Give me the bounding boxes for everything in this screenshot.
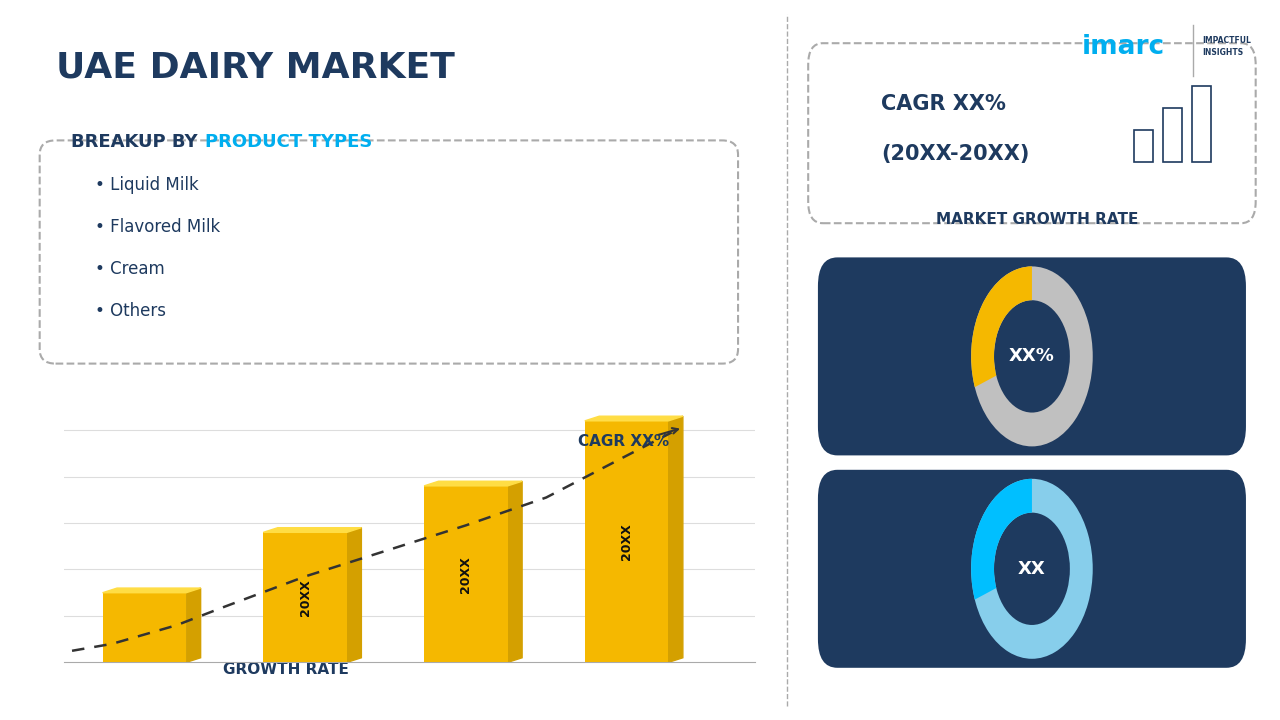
Text: • Cream: • Cream: [95, 260, 165, 278]
Polygon shape: [585, 416, 682, 421]
Text: XX: XX: [1018, 560, 1046, 577]
Bar: [424, 486, 508, 662]
FancyBboxPatch shape: [818, 257, 1245, 455]
Text: IMPACTFUL
INSIGHTS: IMPACTFUL INSIGHTS: [1202, 37, 1251, 57]
Text: LARGEST MARKET: LARGEST MARKET: [955, 649, 1108, 665]
Bar: [264, 532, 347, 662]
Text: BREAKUP BY: BREAKUP BY: [72, 133, 205, 151]
FancyBboxPatch shape: [40, 140, 739, 364]
Text: • Liquid Milk: • Liquid Milk: [95, 176, 198, 194]
Polygon shape: [668, 416, 682, 662]
Polygon shape: [186, 588, 201, 662]
Polygon shape: [264, 528, 361, 532]
FancyBboxPatch shape: [808, 43, 1256, 223]
Polygon shape: [102, 588, 201, 593]
Wedge shape: [972, 266, 1032, 387]
Text: 20XX: 20XX: [620, 523, 634, 560]
Polygon shape: [424, 481, 522, 486]
Text: PRODUCT TYPES: PRODUCT TYPES: [205, 133, 372, 151]
Text: 20XX: 20XX: [298, 579, 311, 616]
Text: XX%: XX%: [1009, 347, 1055, 365]
Wedge shape: [972, 479, 1032, 600]
Wedge shape: [972, 479, 1093, 659]
Point: [1185, 71, 1201, 80]
Text: CAGR XX%: CAGR XX%: [881, 94, 1006, 114]
Polygon shape: [508, 481, 522, 662]
Text: GROWTH RATE: GROWTH RATE: [223, 662, 348, 677]
Text: imarc: imarc: [1082, 34, 1165, 60]
Text: • Others: • Others: [95, 302, 166, 320]
Text: HIGHEST CAGR: HIGHEST CAGR: [968, 437, 1096, 452]
Text: • Flavored Milk: • Flavored Milk: [95, 218, 220, 236]
Bar: [585, 421, 668, 662]
Text: CAGR XX%: CAGR XX%: [579, 433, 669, 449]
Text: 20XX: 20XX: [460, 556, 472, 593]
Bar: [102, 593, 186, 662]
Text: MARKET GROWTH RATE: MARKET GROWTH RATE: [936, 212, 1138, 228]
FancyBboxPatch shape: [818, 469, 1245, 668]
Point: [1185, 21, 1201, 30]
Text: UAE DAIRY MARKET: UAE DAIRY MARKET: [55, 50, 454, 84]
Wedge shape: [972, 266, 1093, 446]
Polygon shape: [347, 528, 361, 662]
Text: (20XX-20XX): (20XX-20XX): [881, 144, 1029, 164]
